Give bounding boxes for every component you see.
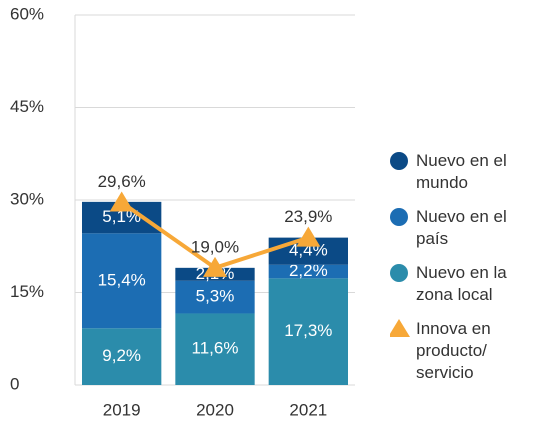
legend-item: Nuevo en el mundo <box>390 150 530 194</box>
bar-segment <box>82 233 162 329</box>
y-tick-label: 30% <box>10 189 44 208</box>
legend-dot <box>390 152 408 170</box>
bar-label: 15,4% <box>98 270 146 289</box>
line-label: 23,9% <box>284 207 332 226</box>
legend-dot <box>390 264 408 282</box>
bar-segment <box>82 328 162 385</box>
bar-label: 5,3% <box>196 287 235 306</box>
y-tick-label: 15% <box>10 282 44 301</box>
line-marker <box>109 191 134 212</box>
bar-label: 5,1% <box>102 207 141 226</box>
legend-item: Nuevo en la zona local <box>390 262 530 306</box>
x-tick-label: 2021 <box>289 400 327 419</box>
line-label: 29,6% <box>98 172 146 191</box>
bar-segment <box>175 280 255 314</box>
line-label: 19,0% <box>191 237 239 256</box>
bar-label: 2,2% <box>289 261 328 280</box>
y-tick-label: 60% <box>10 4 44 23</box>
bar-label: 9,2% <box>102 346 141 365</box>
legend-symbol <box>390 152 408 170</box>
x-tick-label: 2019 <box>103 400 141 419</box>
bar-segment <box>268 278 348 385</box>
bar-label: 17,3% <box>284 321 332 340</box>
x-tick-label: 2020 <box>196 400 234 419</box>
bar-segment <box>268 264 348 279</box>
legend-dot <box>390 208 408 226</box>
bar-label: 11,6% <box>192 339 239 358</box>
line-marker <box>203 256 227 277</box>
legend-symbol <box>390 208 408 226</box>
line-marker <box>296 226 321 247</box>
legend-symbol <box>390 264 408 282</box>
legend-label: Nuevo en la zona local <box>416 263 507 304</box>
legend-label: Nuevo en el país <box>416 207 507 248</box>
y-tick-label: 0 <box>10 374 19 393</box>
legend-label: Nuevo en el mundo <box>416 151 507 192</box>
legend-item: Innova en producto/ servicio <box>390 318 530 384</box>
legend-label: Innova en producto/ servicio <box>416 319 491 382</box>
y-tick-label: 45% <box>10 97 44 116</box>
legend-item: Nuevo en el país <box>390 206 530 250</box>
legend-triangle <box>390 319 410 337</box>
bar-segment <box>175 313 255 385</box>
legend-symbol <box>390 319 410 337</box>
legend: Nuevo en el mundo Nuevo en el país Nuevo e… <box>390 150 530 396</box>
